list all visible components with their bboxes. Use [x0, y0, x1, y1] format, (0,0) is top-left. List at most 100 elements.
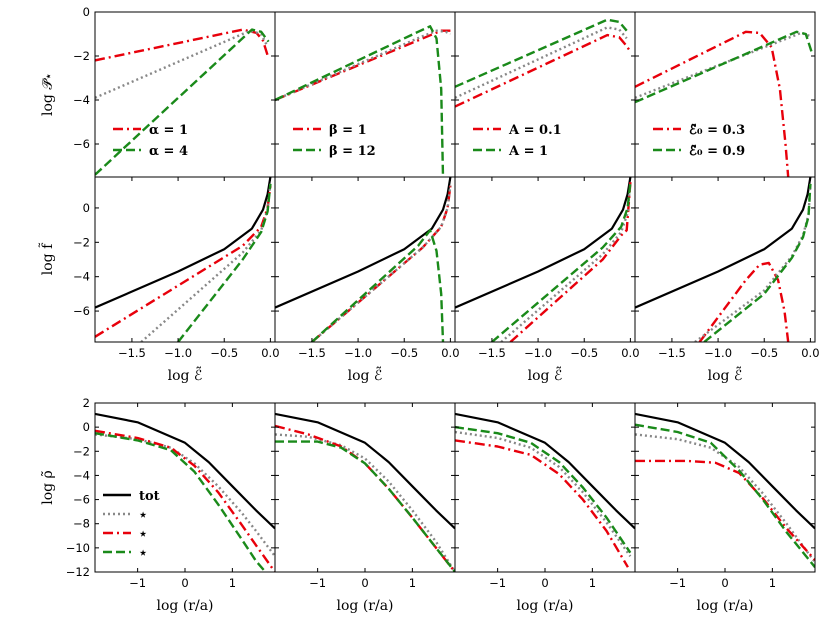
panel-r2-c1-series-1-dotted-line: [275, 433, 455, 572]
panel-r1-c1-frame: [274, 176, 456, 343]
panel-r2-c1-frame: [274, 402, 456, 573]
panel-r1-c0-xtick-label: 0.0: [261, 346, 279, 360]
panel-r2-c2: −1 0 1: [454, 402, 636, 590]
panel-r2-c3-xtick-label: −1: [669, 576, 686, 590]
panel-r2-c3-xtick-label: 0: [721, 576, 728, 590]
panel-r0-c2-legend-label-1: A = 1: [508, 144, 548, 159]
panel-r1-c1-xtick-label: −1.5: [298, 346, 326, 360]
panel-r2-c1-series-2-dashdot-line: [275, 424, 455, 572]
panel-r2-c0-xtick-label: 1: [229, 576, 236, 590]
row-2-y-axis-label: log ρ̃: [40, 470, 56, 505]
row-2-col-2-x-axis-label: log (r/a): [517, 598, 574, 614]
row-0-y-axis-label: log 𝒫̃⋆: [40, 73, 56, 116]
panel-r1-c0: 0 −2 −4 −6 −1.5 −1.0 −0.5 0.0: [73, 176, 280, 360]
panel-r2-c1: −1 0 1: [274, 402, 456, 590]
row-2-col-3-x-axis-label: log (r/a): [697, 598, 754, 614]
row-0-ytick-label: −4: [73, 93, 90, 107]
panel-r2-c2-xtick-label: 0: [541, 576, 548, 590]
panel-r0-c0-series-2-dashed-line: [95, 28, 270, 176]
panel-r0-c1: β = 1 β = 12: [274, 11, 456, 178]
row-1-col-1-x-axis-label: log ℰ̃: [348, 366, 383, 384]
panel-r2-c3-series-2-dashdot-line: [635, 459, 815, 561]
panel-r1-c3-series-1-dashdot-line: [698, 261, 790, 342]
panel-r1-c3: −1.5 −1.0 −0.5 0.0: [634, 176, 820, 360]
panel-r1-c0-series-1-dashdot-line: [95, 185, 272, 338]
panel-r2-c1-xtick-label: 0: [361, 576, 368, 590]
row-1-ytick-label: −6: [73, 304, 90, 318]
panel-r1-c2-xtick-label: −1.5: [478, 346, 506, 360]
panel-r1-c2-series-2-dotted-line: [500, 182, 632, 342]
panel-r0-c3-series-1-dotted-line: [635, 31, 811, 99]
panel-r1-c1-series-1-dashdot-line: [311, 185, 452, 342]
panel-r1-c2-frame: [454, 176, 636, 343]
panel-r0-c1-legend-label-1: β = 12: [329, 144, 376, 159]
row-2-ytick-label: −6: [73, 493, 90, 507]
panel-r1-c1-series-0-solid-line: [275, 177, 452, 309]
panel-r1-c3-series-0-solid-line: [635, 177, 812, 309]
panel-r2-c0-xtick-label: −1: [129, 576, 146, 590]
panel-r1-c0-xtick-label: −1.5: [118, 346, 146, 360]
row-2-ytick-label: −2: [73, 444, 90, 458]
panel-r1-c3-xtick-label: −1.0: [704, 346, 732, 360]
row-0-ytick-label: 0: [83, 5, 90, 19]
panel-r0-c1-legend-label-0: β = 1: [329, 123, 367, 138]
panel-r1-c2-xtick-label: −1.0: [524, 346, 552, 360]
panel-r1-c3-frame: [634, 176, 816, 343]
panel-r0-c1-series-2-dashed-line: [275, 25, 445, 177]
panel-r2-c1-series-0-solid-line: [275, 412, 455, 530]
panel-r0-c0-legend-label-0: α = 1: [149, 123, 188, 138]
panel-r2-c0-series-3-dashed-line: [95, 432, 267, 572]
row-2-ytick-label: −12: [66, 565, 90, 579]
panel-r1-c2-series-1-dashdot-line: [509, 182, 632, 342]
panel-r2-c3: −1 0 1: [634, 402, 816, 590]
panel-r0-c2-series-1-dotted-line: [455, 26, 628, 99]
panel-r1-c2: −1.5 −1.0 −0.5 0.0: [454, 176, 640, 360]
row-2-ytick-label: −8: [73, 517, 90, 531]
panel-r1-c1-xtick-label: −0.5: [390, 346, 418, 360]
panel-r1-c3-xtick-label: −0.5: [750, 346, 778, 360]
panel-r2-c3-series-3-dashed-line: [635, 423, 815, 568]
panel-r0-c2: A = 0.1 A = 1: [454, 11, 636, 178]
panel-r2-c2-series-3-dashed-line: [455, 425, 632, 554]
panel-r0-c0-series-1-dotted-line: [95, 29, 268, 99]
panel-r1-c1-series-2-dotted-line: [311, 185, 452, 342]
panel-r1-c1-xtick-label: 0.0: [441, 346, 459, 360]
panel-r2-c3-series-0-solid-line: [635, 412, 815, 530]
panel-r0-c3: ℰ̃₀ = 0.3 ℰ̃₀ = 0.9: [634, 11, 816, 178]
panel-r2-c1-xtick-label: −1: [309, 576, 326, 590]
panel-r2-c0-legend-label-2: ⋆: [139, 527, 147, 542]
panel-r1-c1-series-3-dashed-line: [311, 229, 445, 342]
panel-r2-c0-legend-label-0: tot: [139, 489, 160, 504]
panel-r1-c0-xtick-label: −0.5: [210, 346, 238, 360]
panel-r2-c3-series-1-dotted-line: [635, 433, 815, 564]
panel-r2-c2-series-1-dotted-line: [455, 430, 632, 557]
row-1-ytick-label: −2: [73, 235, 90, 249]
panel-r2-c0-xtick-label: 0: [181, 576, 188, 590]
panel-r1-c0-xtick-label: −1.0: [164, 346, 192, 360]
panel-r2-c2-series-0-solid-line: [455, 412, 635, 530]
panel-r0-c2-legend-label-0: A = 0.1: [508, 123, 562, 138]
panel-r1-c2-series-0-solid-line: [455, 177, 632, 309]
panel-r0-c3-legend-label-0: ℰ̃₀ = 0.3: [689, 123, 745, 138]
panel-r2-c1-series-3-dashed-line: [275, 440, 455, 572]
panel-r1-c0-series-2-dotted-line: [140, 183, 272, 342]
panel-r0-c3-series-2-dashed-line: [635, 30, 814, 104]
panel-r0-c1-series-0-dashdot-line: [275, 29, 451, 102]
panel-r0-c3-legend-label-1: ℰ̃₀ = 0.9: [689, 144, 745, 159]
panel-r2-c0-series-0-solid-line: [95, 412, 275, 530]
panel-r2-c0-series-2-dashdot-line: [95, 429, 275, 572]
panel-r2-c2-xtick-label: 1: [589, 576, 596, 590]
panel-r1-c3-series-2-dotted-line: [694, 183, 812, 342]
panel-r1-c0-frame: [94, 176, 276, 343]
row-2-col-1-x-axis-label: log (r/a): [337, 598, 394, 614]
panel-r0-c0: 0 −2 −4 −6 α = 1 α = 4: [73, 5, 276, 178]
panel-r0-c2-series-0-dashdot-line: [455, 33, 632, 108]
panel-r1-c0-series-0-solid-line: [95, 177, 272, 309]
row-1-col-3-x-axis-label: log ℰ̃: [708, 366, 743, 384]
panel-r1-c0-series-3-dashed-line: [177, 183, 272, 342]
row-1-col-0-x-axis-label: log ℰ̃: [168, 366, 203, 384]
panel-r1-c2-series-3-dashed-line: [491, 182, 632, 342]
row-2-ytick-label: −4: [73, 468, 90, 482]
panel-r1-c1: −1.5 −1.0 −0.5 0.0: [274, 176, 460, 360]
